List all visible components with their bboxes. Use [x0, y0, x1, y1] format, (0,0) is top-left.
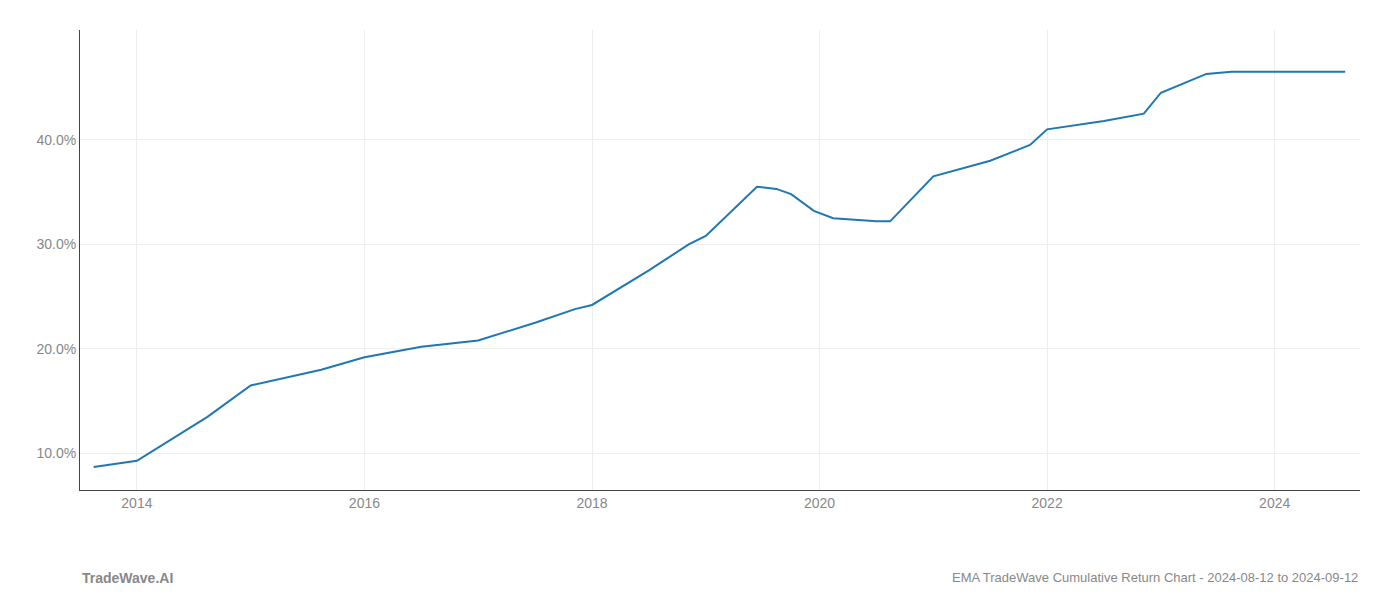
svg-text:TradeWave.AI: TradeWave.AI — [82, 570, 173, 586]
svg-text:EMA TradeWave Cumulative Retur: EMA TradeWave Cumulative Return Chart - … — [952, 570, 1358, 585]
svg-text:2022: 2022 — [1032, 495, 1063, 511]
svg-text:2014: 2014 — [121, 495, 152, 511]
svg-text:30.0%: 30.0% — [36, 236, 76, 252]
svg-text:20.0%: 20.0% — [36, 341, 76, 357]
svg-text:10.0%: 10.0% — [36, 445, 76, 461]
svg-text:2016: 2016 — [349, 495, 380, 511]
svg-text:2020: 2020 — [804, 495, 835, 511]
svg-text:2024: 2024 — [1259, 495, 1290, 511]
svg-text:2018: 2018 — [576, 495, 607, 511]
svg-text:40.0%: 40.0% — [36, 132, 76, 148]
